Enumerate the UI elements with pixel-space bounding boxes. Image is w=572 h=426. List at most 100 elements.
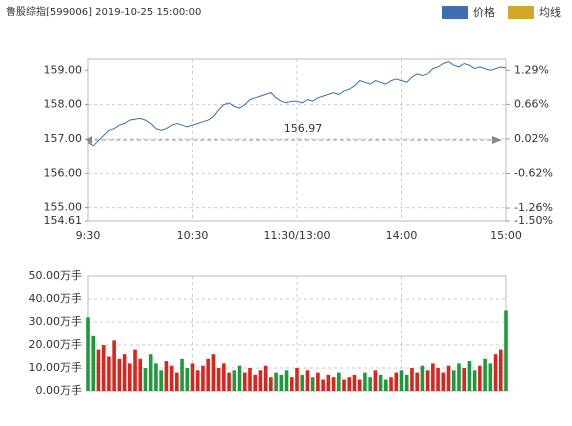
x-tick-label: 14:00 xyxy=(386,229,418,242)
volume-bar xyxy=(227,372,231,391)
volume-bar xyxy=(91,335,96,391)
volume-bar xyxy=(399,370,404,391)
y-tick-label: 50.00万手 xyxy=(29,268,83,282)
prev-close-arrow xyxy=(492,136,502,144)
volume-bar xyxy=(216,368,221,391)
volume-bar xyxy=(363,372,367,391)
volume-bar xyxy=(331,377,336,391)
volume-bar xyxy=(446,365,451,391)
volume-bar xyxy=(415,372,419,391)
volume-bar xyxy=(394,372,399,391)
volume-bar xyxy=(232,370,237,391)
volume-bar xyxy=(300,374,305,391)
y-tick-label: 30.00万手 xyxy=(29,314,83,328)
y-tick-label: 154.61 xyxy=(44,214,83,227)
volume-bar xyxy=(175,372,179,391)
x-tick-label: 10:30 xyxy=(177,229,209,242)
volume-bar xyxy=(122,354,127,391)
x-tick-label: 11:30/13:00 xyxy=(263,229,330,242)
volume-bar xyxy=(253,374,257,391)
volume-bar xyxy=(117,358,122,391)
volume-bar xyxy=(316,372,320,391)
volume-bar xyxy=(201,365,205,391)
volume-bar xyxy=(169,365,174,391)
volume-bar xyxy=(185,368,190,391)
volume-bar xyxy=(342,379,346,391)
volume-bar xyxy=(164,361,169,391)
y-tick-label: 40.00万手 xyxy=(29,291,83,305)
volume-bar xyxy=(373,370,378,391)
y-tick-label: 159.00 xyxy=(44,63,83,76)
y2-tick-label: -0.62% xyxy=(514,166,553,179)
volume-bar xyxy=(472,370,477,391)
volume-bar xyxy=(352,374,357,391)
volume-bar xyxy=(389,377,393,391)
volume-bar xyxy=(190,363,195,391)
legend-label: 均线 xyxy=(539,5,561,19)
volume-bar xyxy=(279,374,284,391)
volume-bar xyxy=(222,363,226,391)
volume-bar xyxy=(263,365,268,391)
volume-bar xyxy=(384,379,388,391)
volume-bar xyxy=(180,358,184,391)
volume-bar xyxy=(451,370,456,391)
volume-bar xyxy=(441,372,446,391)
x-tick-label: 15:00 xyxy=(490,229,522,242)
volume-bar xyxy=(154,363,158,391)
volume-bar xyxy=(410,368,414,391)
legend-label: 价格 xyxy=(473,5,495,19)
volume-bar xyxy=(112,340,116,391)
volume-bar xyxy=(357,379,362,391)
legend-swatch xyxy=(508,6,534,19)
volume-bar xyxy=(274,372,278,391)
volume-bar xyxy=(242,372,247,391)
prev-close-label: 156.97 xyxy=(284,122,323,135)
volume-bar xyxy=(143,368,148,391)
y-tick-label: 155.00 xyxy=(44,201,83,214)
volume-bar xyxy=(211,354,216,391)
volume-bar xyxy=(310,377,315,391)
volume-bar xyxy=(289,377,294,391)
volume-bar xyxy=(493,354,498,391)
volume-bar xyxy=(128,363,132,391)
volume-bar xyxy=(457,363,461,391)
volume-bar xyxy=(504,310,508,391)
volume-bar xyxy=(248,368,252,391)
volume-bar xyxy=(159,370,163,391)
chart-title: 鲁股综指[599006] 2019-10-25 15:00:00 xyxy=(6,5,201,18)
volume-bar xyxy=(133,349,137,391)
volume-bar xyxy=(321,379,325,391)
volume-bar xyxy=(420,365,425,391)
volume-bar xyxy=(404,374,409,391)
volume-bar xyxy=(258,370,263,391)
volume-bar xyxy=(368,377,372,391)
volume-bar xyxy=(237,365,242,391)
volume-bar xyxy=(295,368,299,391)
volume-bar xyxy=(478,365,482,391)
volume-bar xyxy=(269,377,273,391)
volume-bar xyxy=(195,370,200,391)
y-tick-label: 157.00 xyxy=(44,132,83,145)
volume-bar xyxy=(148,354,153,391)
volume-bar xyxy=(96,349,101,391)
volume-bar xyxy=(498,349,503,391)
y-tick-label: 20.00万手 xyxy=(29,337,83,351)
prev-close-marker xyxy=(86,136,92,144)
volume-bar xyxy=(425,370,430,391)
price-line xyxy=(87,61,507,147)
y-tick-label: 0.00万手 xyxy=(36,383,83,397)
volume-bar xyxy=(337,372,341,391)
volume-bar xyxy=(326,374,331,391)
volume-bar xyxy=(467,361,472,391)
volume-bar xyxy=(107,356,111,391)
volume-bar xyxy=(206,358,210,391)
y2-tick-label: 1.29% xyxy=(514,63,549,76)
volume-bar xyxy=(138,358,143,391)
y-tick-label: 158.00 xyxy=(44,98,83,111)
y2-tick-label: 0.02% xyxy=(514,132,549,145)
volume-bar xyxy=(488,363,493,391)
volume-bar xyxy=(86,317,90,391)
volume-bar xyxy=(483,358,487,391)
y2-tick-label: -1.50% xyxy=(514,214,553,227)
